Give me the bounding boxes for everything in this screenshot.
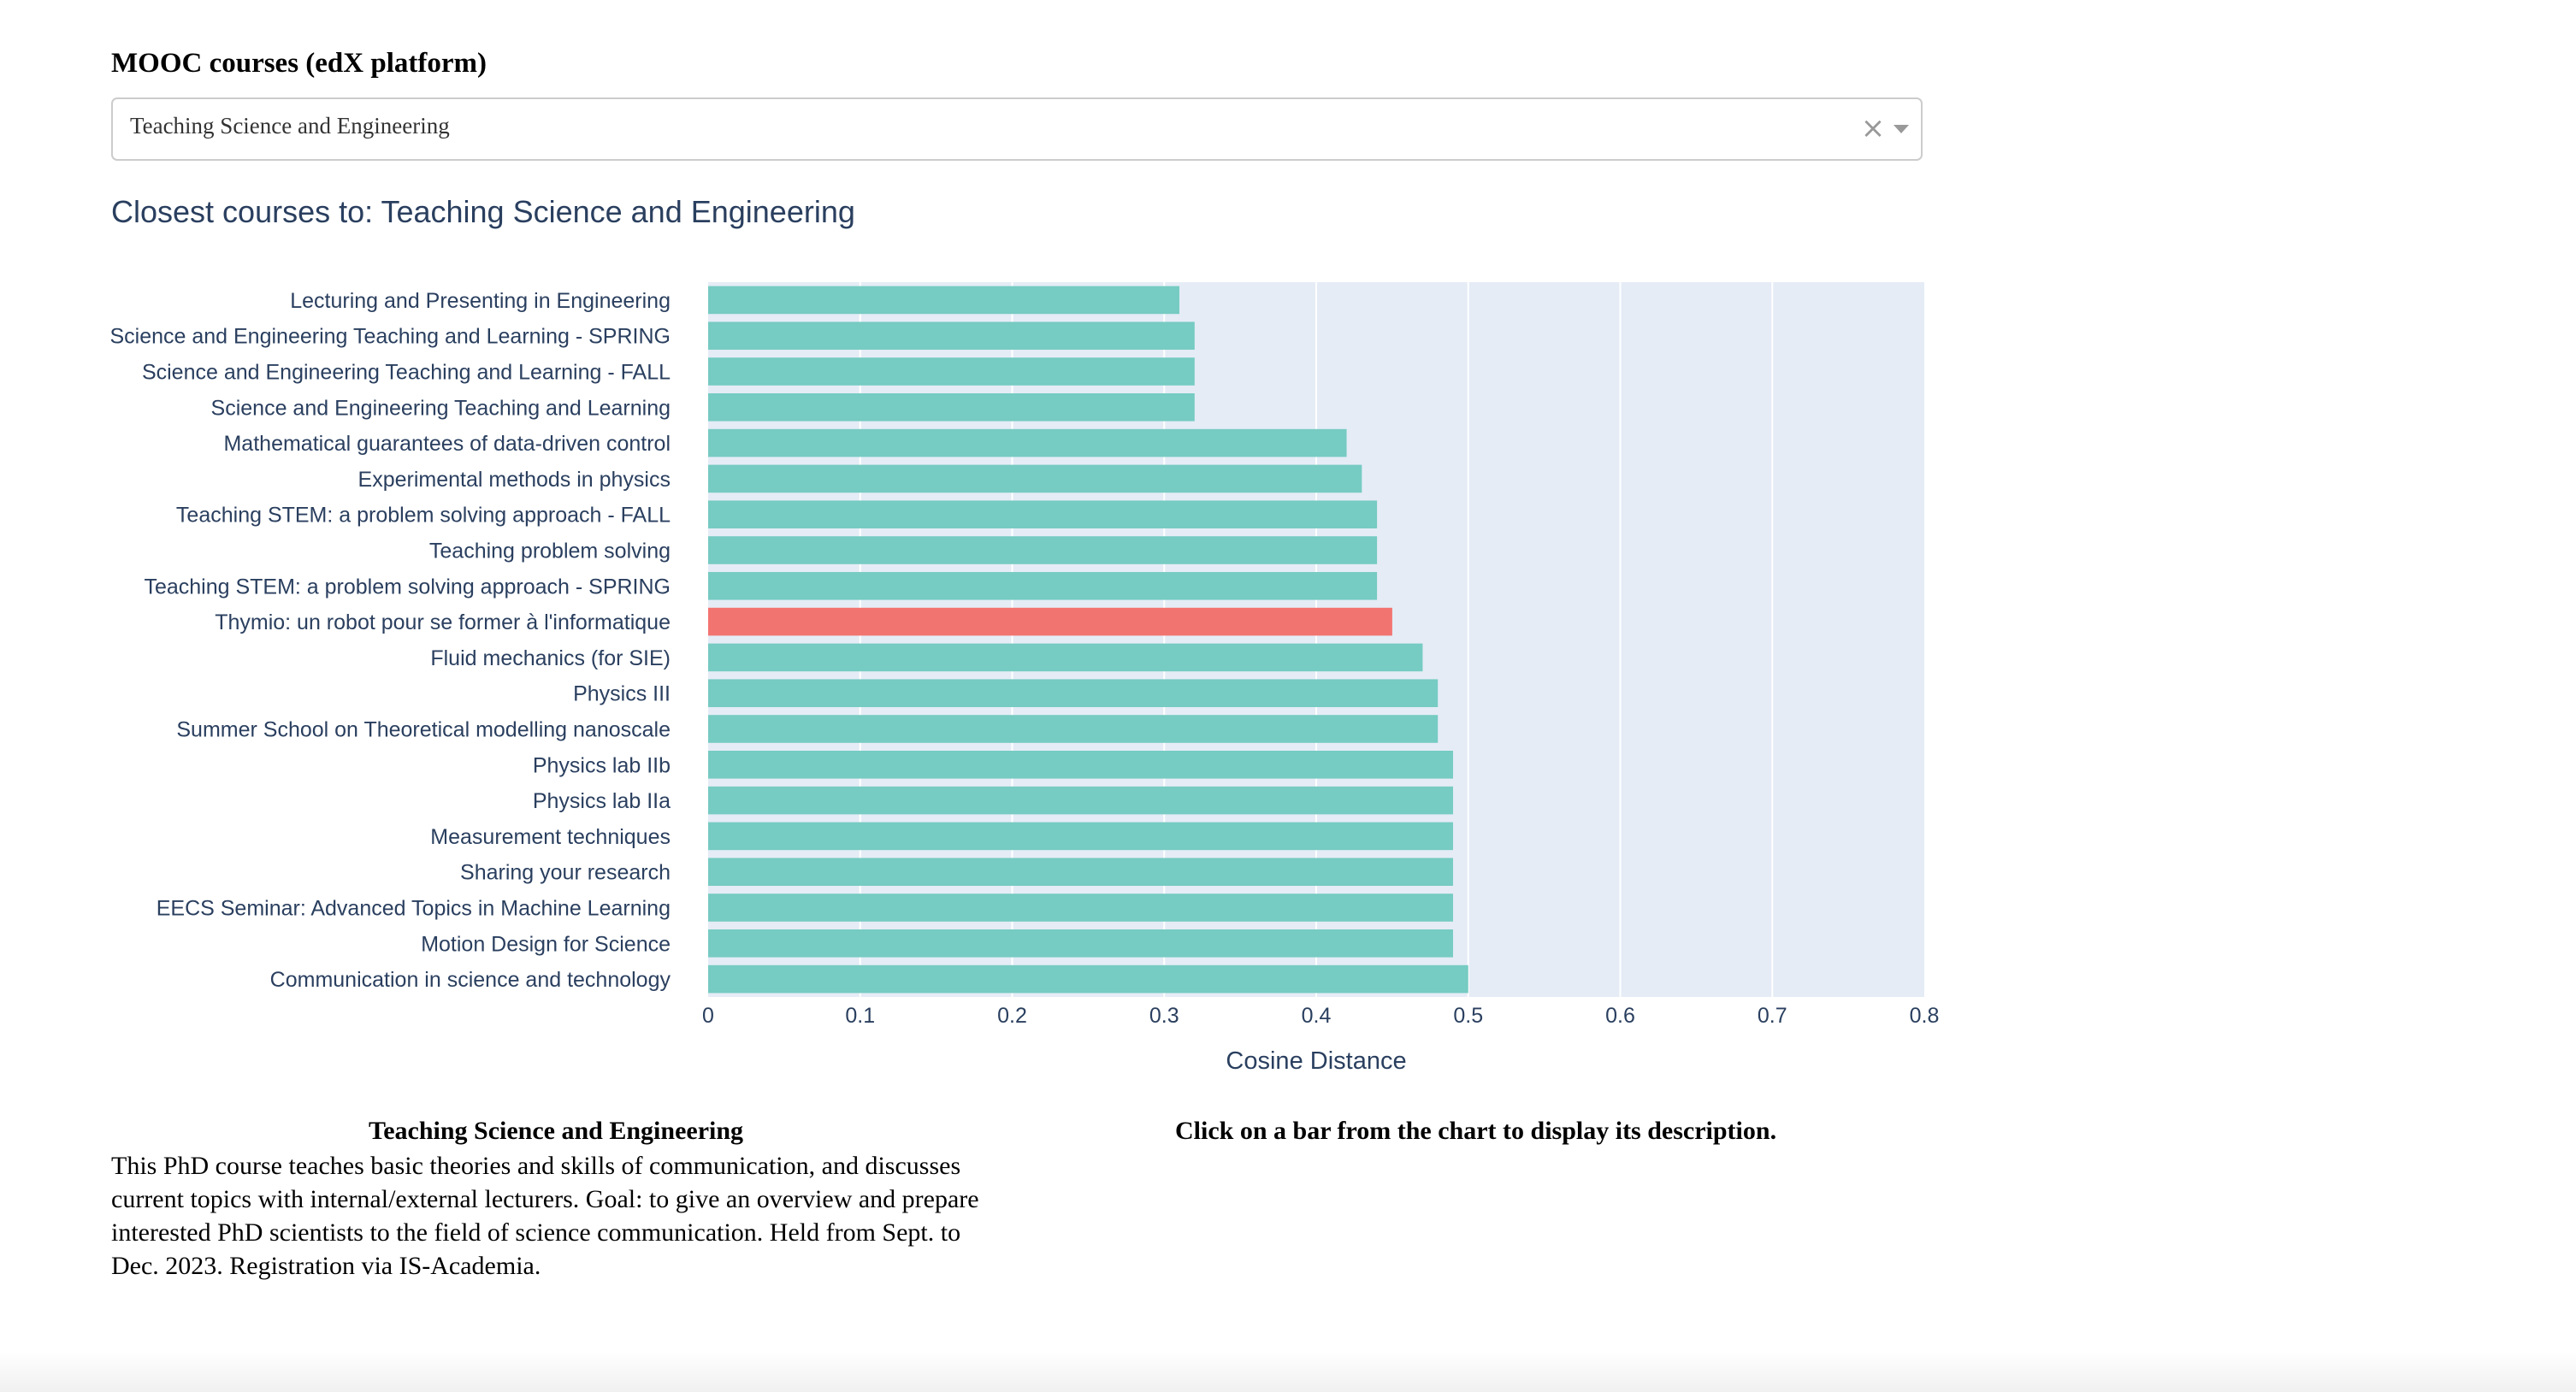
course-dropdown[interactable]: Teaching Science and Engineering ×: [111, 97, 1923, 161]
chevron-down-icon[interactable]: [1894, 125, 1909, 133]
bar[interactable]: [708, 357, 1195, 386]
category-label: Measurement techniques: [430, 825, 671, 849]
category-label: Science and Engineering Teaching and Lea…: [142, 361, 671, 385]
category-label: Motion Design for Science: [421, 932, 671, 956]
clear-icon[interactable]: ×: [1860, 111, 1886, 145]
category-labels: Lecturing and Presenting in Engineering S…: [109, 289, 671, 992]
category-label: EECS Seminar: Advanced Topics in Machine…: [157, 897, 671, 921]
description-text: This PhD course teaches basic theories a…: [111, 1152, 979, 1280]
page-title: MOOC courses (edX platform): [111, 48, 487, 79]
x-tick-label: 0.2: [997, 1004, 1027, 1028]
category-label: Physics lab IIa: [533, 789, 671, 813]
category-label: Sharing your research: [460, 861, 671, 885]
bar-chart: Closest courses to: Teaching Science and…: [109, 194, 1939, 1075]
category-label: Science and Engineering Teaching and Lea…: [211, 396, 671, 420]
x-tick-label: 0.4: [1302, 1004, 1332, 1028]
category-label: Thymio: un robot pour se former à l'info…: [215, 610, 671, 634]
x-tick-label: 0.3: [1149, 1004, 1179, 1028]
bar[interactable]: [708, 392, 1195, 422]
x-tick-labels: 0 0.1 0.2 0.3 0.4 0.5 0.6 0.7 0.8: [702, 1004, 1939, 1028]
hint-text: Click on a bar from the chart to display…: [1175, 1117, 1777, 1145]
bottom-shadow: [0, 1351, 2576, 1392]
category-label: Mathematical guarantees of data-driven c…: [223, 432, 671, 456]
bar[interactable]: [708, 822, 1453, 851]
x-axis-label: Cosine Distance: [1226, 1047, 1406, 1075]
category-label: Teaching problem solving: [429, 540, 671, 563]
bar[interactable]: [708, 428, 1347, 457]
x-tick-label: 0.8: [1910, 1004, 1940, 1028]
bar[interactable]: [708, 500, 1378, 529]
bar[interactable]: [708, 929, 1453, 958]
bar[interactable]: [708, 858, 1453, 887]
description-title: Teaching Science and Engineering: [368, 1117, 744, 1145]
x-tick-label: 0: [702, 1004, 714, 1028]
category-label: Fluid mechanics (for SIE): [430, 646, 671, 670]
bar[interactable]: [708, 571, 1378, 600]
chart-container: Closest courses to: Teaching Science and…: [109, 194, 1939, 1075]
bar[interactable]: [708, 286, 1180, 315]
bar[interactable]: [708, 715, 1439, 743]
bar[interactable]: [708, 607, 1392, 636]
bar[interactable]: [708, 643, 1423, 672]
chart-title: Closest courses to: Teaching Science and…: [111, 194, 855, 229]
category-label: Experimental methods in physics: [358, 468, 671, 492]
bars: [708, 286, 1468, 994]
x-tick-label: 0.6: [1605, 1004, 1635, 1028]
bar[interactable]: [708, 786, 1453, 815]
bar[interactable]: [708, 536, 1378, 564]
bar[interactable]: [708, 964, 1468, 994]
x-tick-label: 0.5: [1453, 1004, 1483, 1028]
bar[interactable]: [708, 679, 1439, 708]
category-label: Science and Engineering Teaching and Lea…: [109, 325, 671, 349]
category-label: Summer School on Theoretical modelling n…: [176, 718, 671, 742]
dropdown-selected-value: Teaching Science and Engineering: [130, 113, 450, 139]
category-label: Physics III: [573, 682, 671, 706]
bar[interactable]: [708, 894, 1453, 922]
category-label: Physics lab IIb: [533, 753, 671, 777]
bar[interactable]: [708, 464, 1362, 493]
category-label: Communication in science and technology: [270, 968, 671, 992]
category-label: Lecturing and Presenting in Engineering: [290, 289, 671, 313]
bar[interactable]: [708, 321, 1195, 351]
course-description-panel: Teaching Science and Engineering This Ph…: [111, 1117, 1001, 1283]
x-tick-label: 0.1: [845, 1004, 875, 1028]
x-tick-label: 0.7: [1758, 1004, 1787, 1028]
category-label: Teaching STEM: a problem solving approac…: [176, 504, 671, 528]
bar[interactable]: [708, 750, 1453, 779]
category-label: Teaching STEM: a problem solving approac…: [144, 575, 671, 599]
